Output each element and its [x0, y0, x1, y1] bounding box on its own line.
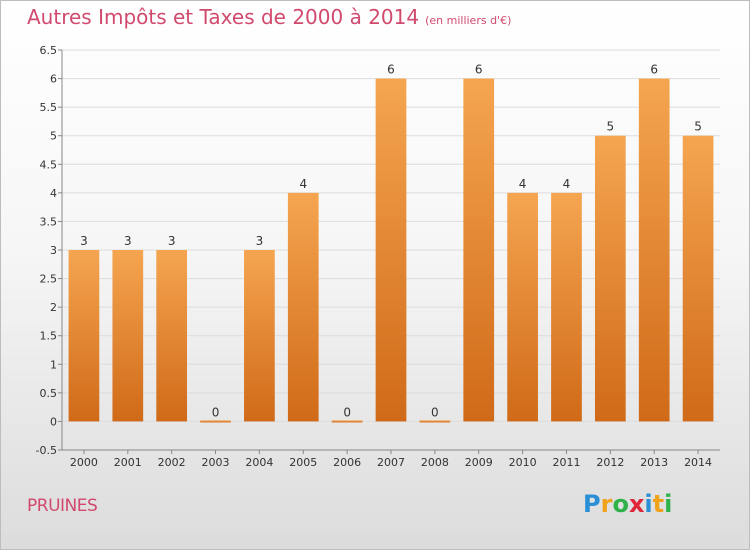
data-label-2010: 4	[519, 177, 527, 191]
place-name: PRUINES	[27, 496, 98, 516]
y-tick-label: 4	[50, 187, 57, 200]
bar-2001	[112, 250, 144, 422]
x-tick-label-2000: 2000	[70, 456, 98, 469]
logo-letter: i	[664, 490, 673, 518]
bar-2006	[331, 420, 363, 423]
bar-2003	[200, 420, 231, 423]
y-tick-label: 3.5	[40, 215, 58, 228]
logo-letter: t	[652, 490, 665, 518]
logo-letter: i	[644, 490, 653, 518]
bars	[68, 78, 714, 423]
logo-letter: r	[600, 490, 613, 518]
x-tick-label-2002: 2002	[158, 456, 186, 469]
y-tick-label: 0	[50, 415, 57, 428]
y-tick-label: 6.5	[40, 44, 58, 57]
x-tick-label-2009: 2009	[465, 456, 493, 469]
axes	[58, 49, 720, 454]
data-label-2007: 6	[387, 63, 395, 77]
bar-2009	[463, 78, 495, 422]
x-tick-label-2001: 2001	[114, 456, 142, 469]
data-label-2013: 6	[650, 63, 658, 77]
bar-2013	[638, 78, 670, 422]
chart-title: Autres Impôts et Taxes de 2000 à 2014 (en…	[27, 5, 511, 29]
bar-2008	[419, 420, 451, 423]
data-label-2006: 0	[343, 405, 351, 419]
x-tick-label-2010: 2010	[509, 456, 537, 469]
data-labels: 3 3 3 0 3 4 0 6 0 6 4 4 5 6 5	[80, 63, 702, 420]
tick-labels: -0.5 0 0.5 1 1.5 2 2.5 3 3.5 4 4.5 5 5.5 6 6.5 2000 2001…	[36, 44, 713, 469]
data-label-2005: 4	[299, 177, 307, 191]
data-label-2003: 0	[212, 405, 220, 419]
y-tick-label: 2	[50, 301, 57, 314]
bar-2004	[244, 250, 275, 422]
data-label-2012: 5	[607, 120, 615, 134]
chart-title-text: Autres Impôts et Taxes de 2000 à 2014	[27, 5, 420, 29]
bar-2005	[287, 192, 319, 422]
bar-2012	[594, 135, 626, 422]
bar-2011	[551, 192, 582, 422]
x-tick-label-2012: 2012	[596, 456, 624, 469]
y-tick-label: 4.5	[40, 158, 58, 171]
x-tick-label-2013: 2013	[640, 456, 668, 469]
data-label-2008: 0	[431, 405, 439, 419]
bar-2000	[68, 250, 100, 422]
bar-2014	[682, 135, 714, 422]
bar-2007	[375, 78, 407, 422]
x-tick-label-2003: 2003	[202, 456, 230, 469]
y-tick-label: 5	[50, 130, 57, 143]
y-tick-label: 6	[50, 73, 57, 86]
y-tick-label: 2.5	[40, 273, 58, 286]
data-label-2002: 3	[168, 234, 176, 248]
x-tick-label-2014: 2014	[684, 456, 712, 469]
bar-2010	[507, 192, 538, 422]
x-tick-label-2007: 2007	[377, 456, 405, 469]
y-tick-label: 1.5	[40, 330, 58, 343]
chart-unit: (en milliers d'€)	[425, 14, 512, 27]
x-tick-label-2006: 2006	[333, 456, 361, 469]
x-tick-label-2005: 2005	[289, 456, 317, 469]
bar-2002	[156, 250, 188, 422]
data-label-2000: 3	[80, 234, 88, 248]
data-label-2011: 4	[563, 177, 571, 191]
y-tick-label: -0.5	[36, 444, 57, 457]
y-tick-label: 5.5	[40, 101, 58, 114]
data-label-2009: 6	[475, 63, 483, 77]
logo-letter: P	[583, 490, 601, 518]
x-tick-label-2011: 2011	[552, 456, 580, 469]
y-tick-label: 1	[50, 358, 57, 371]
proxiti-logo: Proxiti	[583, 490, 672, 518]
y-tick-label: 0.5	[40, 387, 58, 400]
x-tick-label-2004: 2004	[245, 456, 273, 469]
x-tick-label-2008: 2008	[421, 456, 449, 469]
y-tick-label: 3	[50, 244, 57, 257]
data-label-2014: 5	[694, 120, 702, 134]
data-label-2004: 3	[256, 234, 264, 248]
logo-letter: o	[612, 490, 629, 518]
logo-letter: x	[628, 490, 645, 518]
data-label-2001: 3	[124, 234, 132, 248]
